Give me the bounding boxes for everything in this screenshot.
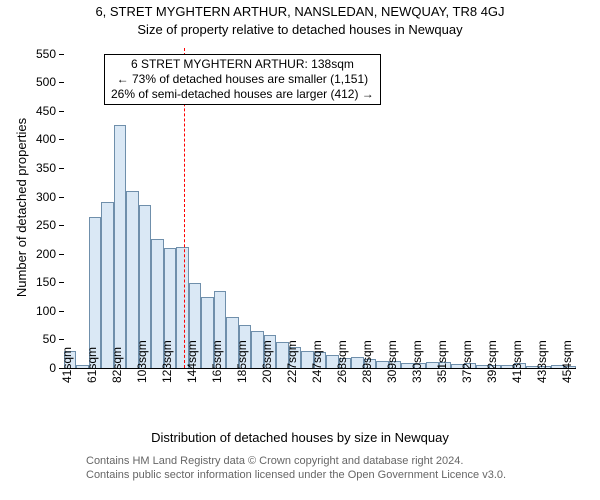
y-tick-label: 150 (22, 275, 56, 289)
y-tick-mark (59, 225, 64, 226)
y-tick-mark (59, 111, 64, 112)
y-tick-mark (59, 254, 64, 255)
y-tick-mark (59, 168, 64, 169)
page-subtitle: Size of property relative to detached ho… (0, 22, 600, 37)
histogram-bar (89, 217, 101, 368)
y-tick-label: 500 (22, 75, 56, 89)
y-tick-mark (59, 139, 64, 140)
annotation-line-2: ← 73% of detached houses are smaller (1,… (111, 72, 374, 87)
annotation-line-3: 26% of semi-detached houses are larger (… (111, 87, 374, 102)
y-tick-label: 300 (22, 190, 56, 204)
y-tick-label: 100 (22, 304, 56, 318)
y-tick-mark (59, 311, 64, 312)
y-tick-label: 400 (22, 132, 56, 146)
y-tick-label: 350 (22, 161, 56, 175)
x-axis-label: Distribution of detached houses by size … (0, 430, 600, 445)
y-tick-label: 550 (22, 47, 56, 61)
y-tick-mark (59, 82, 64, 83)
y-tick-label: 200 (22, 247, 56, 261)
page-title: 6, STRET MYGHTERN ARTHUR, NANSLEDAN, NEW… (0, 4, 600, 19)
annotation-line-1: 6 STRET MYGHTERN ARTHUR: 138sqm (111, 57, 374, 72)
y-tick-mark (59, 339, 64, 340)
credits-line-2: Contains public sector information licen… (86, 468, 506, 482)
y-tick-label: 450 (22, 104, 56, 118)
y-tick-label: 0 (22, 361, 56, 375)
y-tick-label: 50 (22, 332, 56, 346)
y-tick-label: 250 (22, 218, 56, 232)
y-tick-mark (59, 282, 64, 283)
y-tick-mark (59, 197, 64, 198)
annotation-box: 6 STRET MYGHTERN ARTHUR: 138sqm ← 73% of… (104, 54, 381, 105)
credits-line-1: Contains HM Land Registry data © Crown c… (86, 454, 506, 468)
histogram-bar (101, 202, 113, 368)
y-tick-mark (59, 54, 64, 55)
credits-block: Contains HM Land Registry data © Crown c… (86, 454, 506, 483)
histogram-bar (114, 125, 126, 368)
